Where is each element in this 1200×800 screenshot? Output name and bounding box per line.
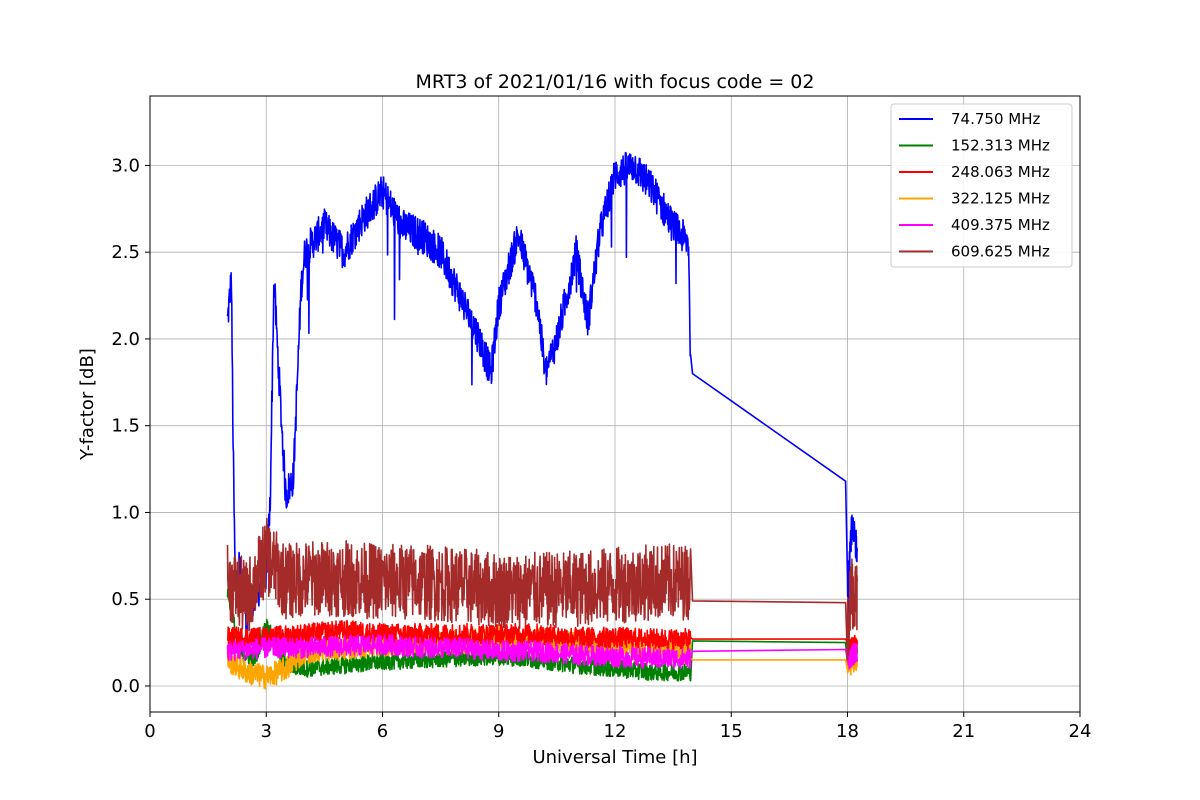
y-tick-label: 2.5 (111, 242, 140, 263)
x-tick-label: 15 (720, 721, 743, 742)
x-tick-label: 24 (1069, 721, 1092, 742)
y-tick-label: 0.5 (111, 589, 140, 610)
y-tick-label: 2.0 (111, 329, 140, 350)
y-tick-label: 1.5 (111, 416, 140, 437)
y-axis-label: Y-factor [dB] (77, 348, 98, 461)
legend-entry: 409.375 MHz (951, 216, 1050, 234)
legend: 74.750 MHz 152.313 MHz 248.063 MHz 322.125 … (890, 103, 1073, 268)
x-tick-label: 9 (493, 721, 504, 742)
series-line (226, 633, 858, 670)
x-tick-label: 6 (377, 721, 388, 742)
legend-entry: 152.313 MHz (951, 137, 1050, 155)
legend-box (890, 103, 1073, 268)
x-tick-label: 21 (952, 721, 975, 742)
y-ticks: 0.0 0.5 1.0 1.5 2.0 2.5 3.0 (111, 155, 150, 697)
y-tick-label: 1.0 (111, 502, 140, 523)
legend-entry: 74.750 MHz (951, 110, 1040, 128)
y-tick-label: 3.0 (111, 155, 140, 176)
series-line (226, 151, 858, 642)
series-line (227, 619, 858, 660)
x-ticks: 0 3 6 9 12 15 18 21 24 (144, 712, 1091, 742)
legend-entry: 609.625 MHz (951, 243, 1050, 261)
legend-entry: 322.125 MHz (951, 190, 1050, 208)
x-tick-label: 3 (261, 721, 272, 742)
legend-entry: 248.063 MHz (951, 163, 1050, 181)
series-line (226, 517, 858, 661)
chart-title: MRT3 of 2021/01/16 with focus code = 02 (416, 71, 815, 93)
series-layer (226, 151, 858, 690)
x-tick-label: 12 (604, 721, 627, 742)
x-tick-label: 18 (836, 721, 859, 742)
x-tick-label: 0 (144, 721, 155, 742)
x-axis-label: Universal Time [h] (532, 747, 697, 768)
y-tick-label: 0.0 (111, 676, 140, 697)
